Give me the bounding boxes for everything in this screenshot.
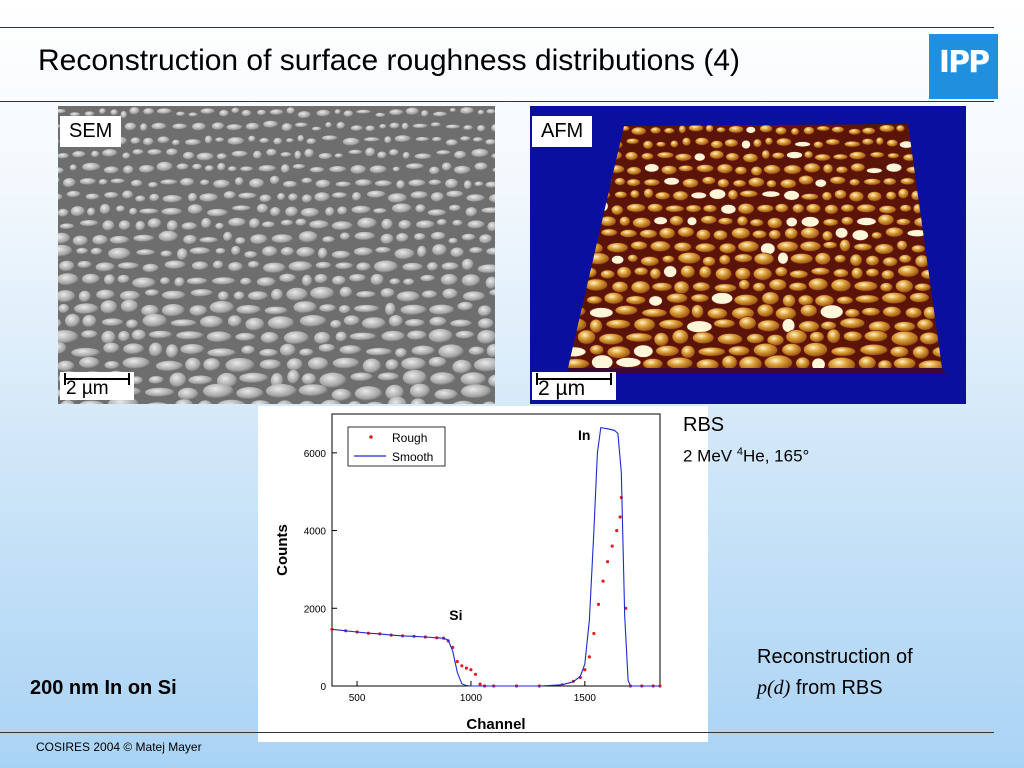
rough-series-point [455, 659, 459, 664]
sem-scale-line [64, 373, 130, 385]
rough-series-point [469, 668, 473, 672]
afm-scale-value: 2 [538, 377, 550, 400]
sem-label: SEM [60, 116, 122, 147]
afm-scale-unit: µm [555, 377, 586, 400]
chart-legend: Rough Smooth [347, 426, 446, 467]
reconstruction-line-2-rest: from RBS [790, 677, 883, 699]
afm-scale-bar: 2 µm [532, 372, 616, 400]
legend-rough-label: Rough [392, 431, 427, 445]
x-tick-label: 500 [349, 693, 366, 704]
y-axis-label: Counts [274, 524, 291, 576]
pd-symbol: p(d) [757, 677, 791, 699]
rbs-title: RBS [683, 414, 725, 436]
afm-label: AFM [532, 116, 593, 147]
footer-text: COSIRES 2004 © Matej Mayer [36, 740, 202, 754]
page-title: Reconstruction of surface roughness dist… [38, 44, 741, 77]
rough-series-point [464, 666, 468, 670]
sem-scale-bar: 2 µm [60, 372, 134, 400]
reconstruction-line-1: Reconstruction of [757, 646, 913, 668]
smooth-series-line [331, 426, 660, 687]
rbs-ion-angle: He, 165° [742, 446, 810, 466]
sem-scale-value: 2 [66, 378, 77, 399]
rough-series-point [601, 579, 605, 583]
sem-image: SEM 2 µm [58, 106, 495, 404]
x-axis-label: Channel [466, 716, 525, 733]
sample-description: 200 nm In on Si [30, 677, 177, 699]
annotation-si: Si [449, 607, 462, 623]
x-tick-label: 1000 [460, 693, 483, 704]
rough-series-point [460, 664, 464, 668]
legend-smooth-label: Smooth [392, 450, 433, 464]
sem-scale-unit: µm [81, 378, 109, 399]
rough-series-point [478, 682, 482, 686]
x-tick-label: 1500 [574, 693, 597, 704]
afm-image: AFM 2 µm [530, 106, 966, 404]
rbs-parameters: 2 MeV 4He, 165° [683, 446, 809, 467]
footer-rule [0, 732, 994, 733]
sem-micrograph [58, 106, 495, 404]
rough-series-point [606, 560, 610, 564]
reconstruction-line-2: p(d) from RBS [757, 677, 883, 700]
afm-topography [568, 124, 946, 374]
annotation-in: In [578, 427, 590, 443]
legend-rough-marker [369, 435, 373, 439]
sem-grains [58, 107, 495, 404]
ipp-logo: IPP [929, 34, 998, 99]
rbs-spectrum-chart: 0 2000 4000 6000 500 1000 1500 Channel Counts … [258, 406, 708, 742]
y-tick-label: 2000 [304, 604, 327, 615]
afm-scale-line [536, 373, 612, 385]
rough-series-point [615, 529, 619, 533]
rough-series-point [618, 515, 622, 519]
rough-series-point [587, 655, 591, 659]
rough-series-point [473, 672, 478, 676]
rbs-isotope-mass: 4 [736, 446, 743, 458]
y-tick-label: 0 [320, 682, 326, 693]
rough-series-point [596, 602, 601, 606]
y-tick-label: 4000 [304, 527, 327, 538]
rbs-energy: 2 MeV [683, 446, 737, 466]
rough-series-point [583, 668, 587, 672]
title-rule [0, 101, 994, 102]
rough-series-point [610, 544, 614, 548]
rough-series-point [592, 631, 596, 636]
top-rule [0, 27, 994, 28]
y-tick-label: 6000 [304, 449, 327, 460]
